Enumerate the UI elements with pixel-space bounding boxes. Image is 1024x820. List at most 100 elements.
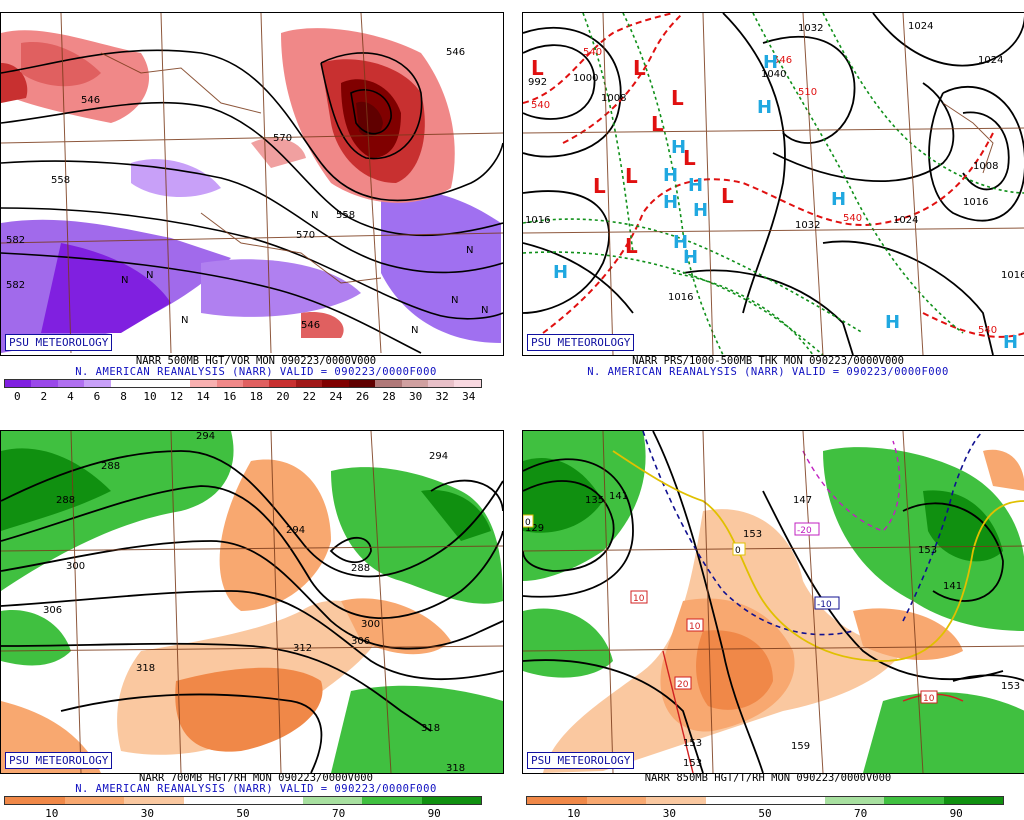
p4-contour-label: 141 [943,581,962,592]
p2-thickness-label: 540 [978,325,997,336]
colorbar-swatch [348,380,376,387]
panel-850mb-t-rh: 129 135 141 153 147 153 141 153 153 159 … [512,409,1024,820]
p2-contour-label: 1016 [668,292,693,303]
colorbar-swatch [269,380,296,387]
p3-contour-label: 312 [293,643,312,654]
p2-thickness-label: 546 [773,55,792,66]
colorbar-tick-label: 30 [140,807,155,820]
colorbar-tick-label: 26 [355,390,370,403]
colorbar-tick-label: 50 [236,807,250,820]
map-700mb-graphic: 288 294 288 300 306 294 288 300 312 306 … [1,431,503,773]
high-pressure-symbol: H [663,165,678,186]
p1-contour-label: 570 [273,133,292,144]
colorbar-tick-label: 18 [249,390,263,403]
map-pressure-graphic: 992 1000 1008 1016 1032 1040 1024 1024 1… [523,13,1024,355]
psu-meteorology-badge: PSU METEOROLOGY [5,752,113,769]
p3-contour-label: 300 [361,619,380,630]
colorbar-swatch [943,797,1003,804]
p4-contour-label: 129 [525,523,544,534]
colorbar-swatch [137,380,164,387]
p2-contour-label: 1016 [525,215,550,226]
panel-pressure-thickness: 992 1000 1008 1016 1032 1040 1024 1024 1… [512,0,1024,409]
colorbar-swatch [375,380,402,387]
p1-symbol: N [181,315,188,326]
p1-symbol: N [121,275,128,286]
colorbar-swatch [243,797,303,804]
p2-thickness-label: 540 [531,100,550,111]
p4-contour-label: 153 [743,529,762,540]
colorbar-tick-label: 90 [949,807,963,820]
colorbar-tick-label: 0 [13,390,21,403]
colorbar-tick-label: 2 [40,390,48,403]
colorbar-tick-label: 10 [567,807,581,820]
low-pressure-symbol: L [633,56,646,80]
colorbar-tick-label: 10 [143,390,157,403]
high-pressure-symbol: H [693,200,708,221]
p3-colorbar [4,796,482,805]
p4-temp-label: 0 [525,518,531,528]
p2-thickness-label: 540 [583,47,602,58]
p1-contour-label: 570 [296,230,315,241]
colorbar-swatch [190,380,217,387]
colorbar-swatch [163,380,191,387]
p3-contour-label: 294 [196,431,215,442]
colorbar-swatch [428,380,455,387]
colorbar-tick-label: 30 [408,390,423,403]
p1-contour-label: 558 [51,175,70,186]
p3-contour-label: 288 [351,563,370,574]
p2-contour-label: 992 [528,77,547,88]
low-pressure-symbol: L [683,146,696,170]
p3-subtitle: N. AMERICAN REANALYSIS (NARR) VALID = 09… [75,783,437,795]
p4-temp-label: 10 [689,622,701,632]
map-pressure-thickness: 992 1000 1008 1016 1032 1040 1024 1024 1… [522,12,1024,356]
p2-contour-label: 1032 [795,220,820,231]
high-pressure-symbol: H [831,189,846,210]
p3-contour-label: 288 [56,495,75,506]
high-pressure-symbol: H [1003,332,1018,353]
colorbar-swatch [110,380,138,387]
p3-contour-label: 288 [101,461,120,472]
colorbar-tick-label: 10 [45,807,59,820]
psu-meteorology-badge: PSU METEOROLOGY [527,752,635,769]
p4-temp-label: 10 [633,594,645,604]
colorbar-swatch [362,797,422,804]
colorbar-swatch [216,380,243,387]
p4-temp-label: -10 [817,600,832,610]
high-pressure-symbol: H [885,312,900,333]
high-pressure-symbol: H [757,97,772,118]
colorbar-swatch [322,380,349,387]
colorbar-swatch [57,380,85,387]
map-500mb: 546 546 558 570 582 558 570 582 546 N N … [0,12,504,356]
colorbar-swatch [302,797,362,804]
p2-title: NARR PRS/1000-500MB THK MON 090223/0000V… [632,355,904,367]
p4-title: NARR 850MB HGT/T/RH MON 090223/0000V000 [644,772,892,784]
colorbar-tick-label: 20 [276,390,290,403]
colorbar-swatch [646,797,706,804]
p1-contour-label: 546 [446,47,465,58]
p4-contour-label: 153 [683,738,702,749]
colorbar-tick-label: 6 [93,390,101,403]
colorbar-tick-label: 28 [382,390,396,403]
colorbar-tick-label: 8 [120,390,127,403]
map-850mb-graphic: 129 135 141 153 147 153 141 153 153 159 … [523,431,1024,773]
colorbar-swatch [705,797,765,804]
colorbar-swatch [824,797,884,804]
colorbar-tick-label: 34 [462,390,476,403]
colorbar-swatch [124,797,184,804]
map-700mb: 288 294 288 300 306 294 288 300 312 306 … [0,430,504,774]
p1-symbol: N [311,210,318,221]
p4-contour-label: 153 [918,545,937,556]
p1-contour-label: 582 [6,235,25,246]
low-pressure-symbol: L [625,164,638,188]
p3-contour-label: 294 [429,451,448,462]
p3-contour-label: 306 [43,605,62,616]
psu-meteorology-badge: PSU METEOROLOGY [527,334,635,351]
colorbar-swatch [765,797,825,804]
p1-title: NARR 500MB HGT/VOR MON 090223/0000V000 [135,355,377,367]
p2-contour-label: 1016 [963,197,988,208]
panel-700mb-rh: 288 294 288 300 306 294 288 300 312 306 … [0,409,512,820]
low-pressure-symbol: L [625,234,638,258]
colorbar-swatch [454,380,481,387]
colorbar-swatch [527,797,587,804]
p3-contour-label: 300 [66,561,85,572]
